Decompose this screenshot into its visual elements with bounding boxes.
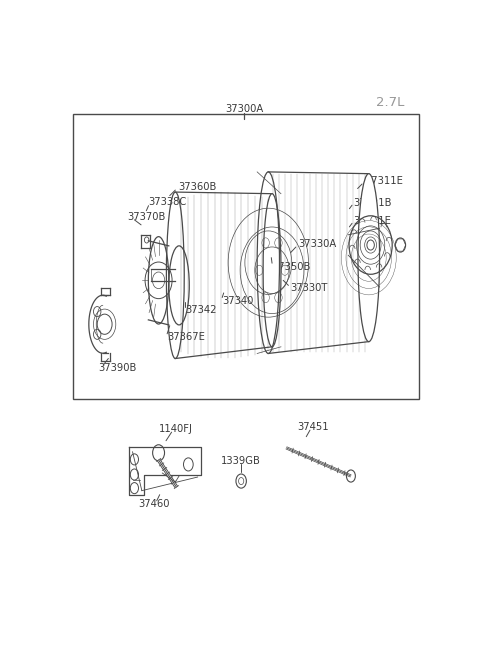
Text: 37340: 37340 — [222, 295, 253, 305]
Bar — [73, 114, 419, 399]
Text: 37330T: 37330T — [290, 284, 328, 293]
Text: 37360B: 37360B — [178, 181, 216, 191]
Text: 1140FJ: 1140FJ — [158, 424, 192, 434]
Text: 37321E: 37321E — [353, 216, 391, 226]
Text: 37311E: 37311E — [365, 176, 403, 187]
Text: 2.7L: 2.7L — [376, 96, 404, 109]
Text: 37338C: 37338C — [148, 197, 187, 207]
Text: 37321B: 37321B — [353, 198, 392, 208]
Text: 37342: 37342 — [185, 305, 216, 314]
Text: 37300A: 37300A — [225, 104, 263, 114]
Text: 37451: 37451 — [297, 422, 329, 432]
Ellipse shape — [263, 194, 281, 346]
Text: 37350B: 37350B — [272, 262, 311, 272]
Ellipse shape — [358, 174, 380, 342]
Text: 37330A: 37330A — [298, 239, 336, 249]
Text: 37390B: 37390B — [98, 363, 137, 373]
Text: 37367E: 37367E — [167, 332, 205, 343]
Text: 37370B: 37370B — [128, 212, 166, 222]
Text: 37460: 37460 — [138, 499, 170, 510]
Text: 1339GB: 1339GB — [221, 456, 261, 466]
